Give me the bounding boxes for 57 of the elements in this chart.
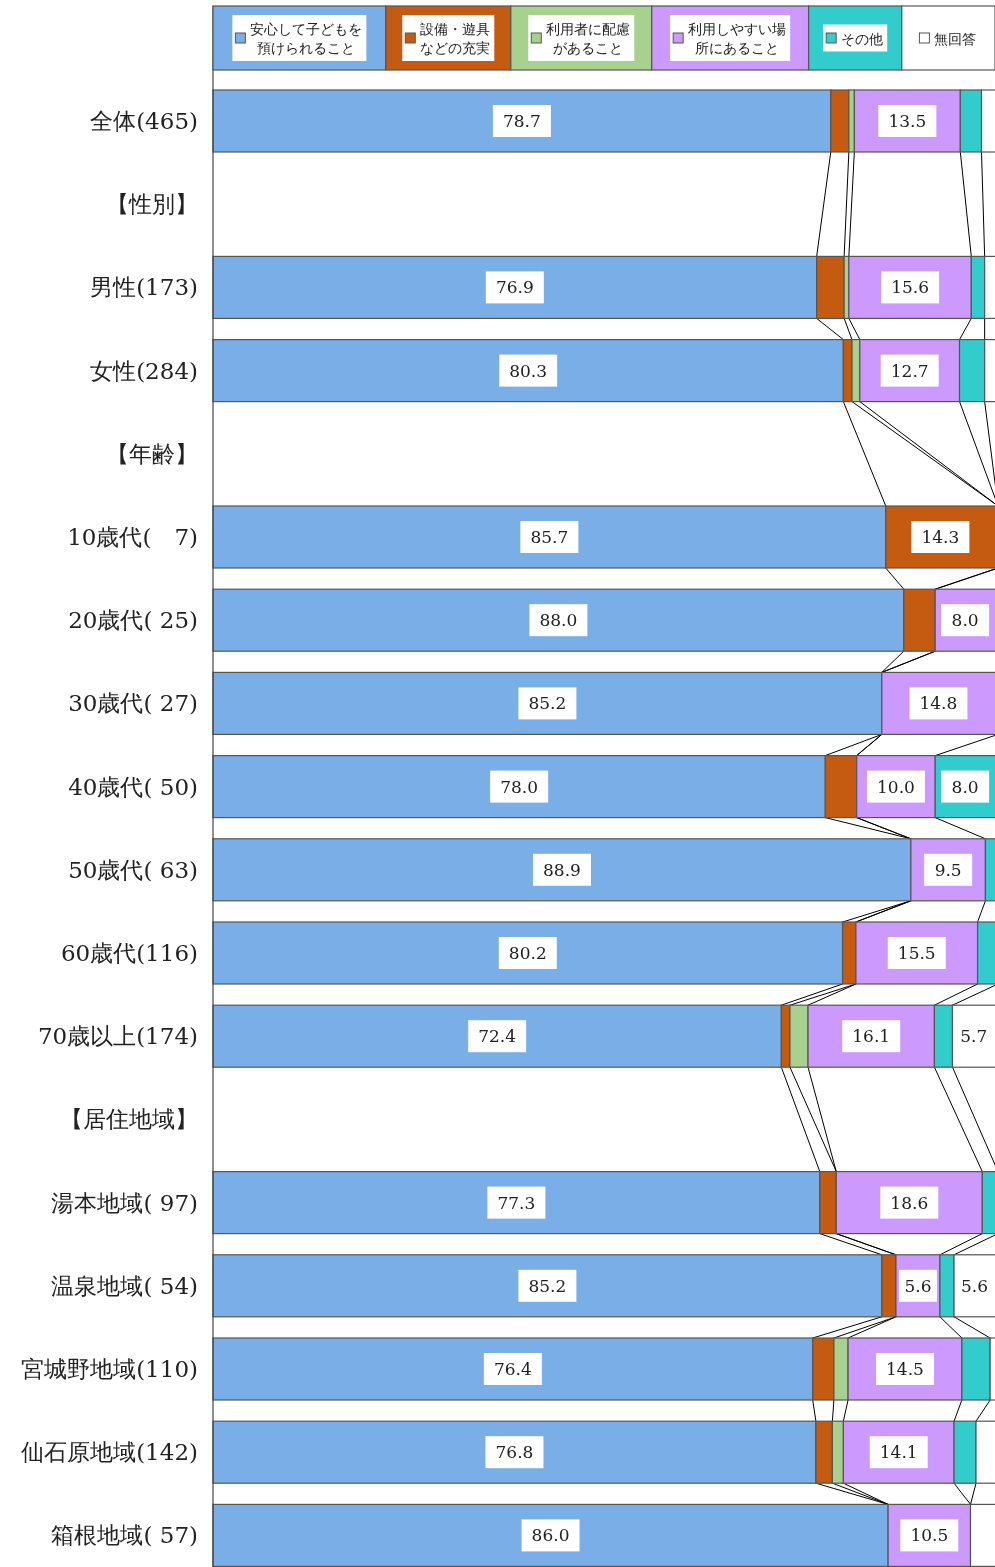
y-tick-label: 温泉地域( 54) [51, 1272, 198, 1299]
y-tick-label: 湯本地域( 97) [51, 1189, 198, 1216]
legend-label: 利用しやすい場所にあること [687, 21, 786, 56]
legend-label: 安心して子どもを預けられること [249, 21, 362, 56]
data-label: 16.1 [852, 1026, 891, 1047]
data-label: 9.5 [934, 859, 962, 880]
data-label: 10.0 [877, 776, 915, 797]
data-label: 13.5 [888, 111, 927, 131]
y-tick-label: 【性別】 [106, 191, 198, 218]
y-tick-label: 10歳代( 7) [67, 524, 198, 550]
legend-label: 無回答 [933, 30, 976, 47]
data-label: 14.5 [886, 1359, 924, 1379]
data-label: 15.5 [897, 943, 936, 963]
y-tick-label: 箱根地域( 57) [51, 1522, 198, 1549]
data-label: 86.0 [531, 1525, 570, 1546]
data-label: 8.0 [951, 610, 979, 631]
y-tick-label: 30歳代( 27) [68, 690, 198, 717]
y-tick-label: 【年齢】 [106, 440, 198, 467]
data-label: 88.0 [539, 610, 578, 631]
legend-label: その他 [840, 30, 883, 47]
data-label: 10.5 [910, 1525, 949, 1546]
data-label: 77.3 [497, 1192, 536, 1213]
data-label: 5.6 [904, 1275, 932, 1296]
legend-label: 設備・遊具などの充実 [419, 21, 490, 56]
data-label: 80.3 [509, 360, 548, 381]
data-label: 72.4 [478, 1026, 517, 1047]
data-label: 78.7 [502, 111, 541, 131]
data-label: 14.8 [919, 693, 958, 714]
data-label: 8.0 [951, 776, 979, 797]
data-label: 76.8 [495, 1442, 534, 1463]
legend-label: 利用者に配慮があること [545, 21, 630, 56]
y-tick-label: 全体(465) [90, 108, 198, 134]
data-label: 12.7 [890, 360, 929, 381]
data-label: 88.9 [543, 859, 581, 880]
data-label: 5.7 [960, 1026, 988, 1047]
data-label: 14.1 [879, 1442, 918, 1463]
data-label: 85.2 [528, 1275, 567, 1296]
y-tick-label: 宮城野地域(110) [21, 1356, 198, 1382]
data-label: 18.6 [890, 1192, 929, 1213]
data-label: 85.2 [528, 693, 567, 714]
data-label: 80.2 [508, 943, 547, 963]
data-label: 5.6 [961, 1275, 989, 1296]
y-tick-label: 仙石原地域(142) [21, 1439, 198, 1466]
data-label: 85.7 [530, 527, 569, 547]
data-label: 14.3 [921, 527, 960, 547]
data-label: 76.4 [493, 1359, 532, 1379]
y-tick-label: 50歳代( 63) [68, 856, 198, 883]
y-tick-label: 20歳代( 25) [68, 607, 198, 634]
y-tick-label: 40歳代( 50) [68, 773, 198, 800]
y-tick-label: 男性(173) [90, 274, 198, 301]
y-tick-label: 【居住地域】 [60, 1106, 198, 1133]
y-tick-label: 70歳以上(174) [37, 1023, 198, 1050]
data-label: 78.0 [500, 776, 539, 797]
y-tick-label: 女性(284) [90, 357, 198, 384]
y-tick-label: 60歳代(116) [60, 940, 198, 966]
data-label: 76.9 [495, 277, 534, 298]
data-label: 15.6 [891, 277, 930, 298]
